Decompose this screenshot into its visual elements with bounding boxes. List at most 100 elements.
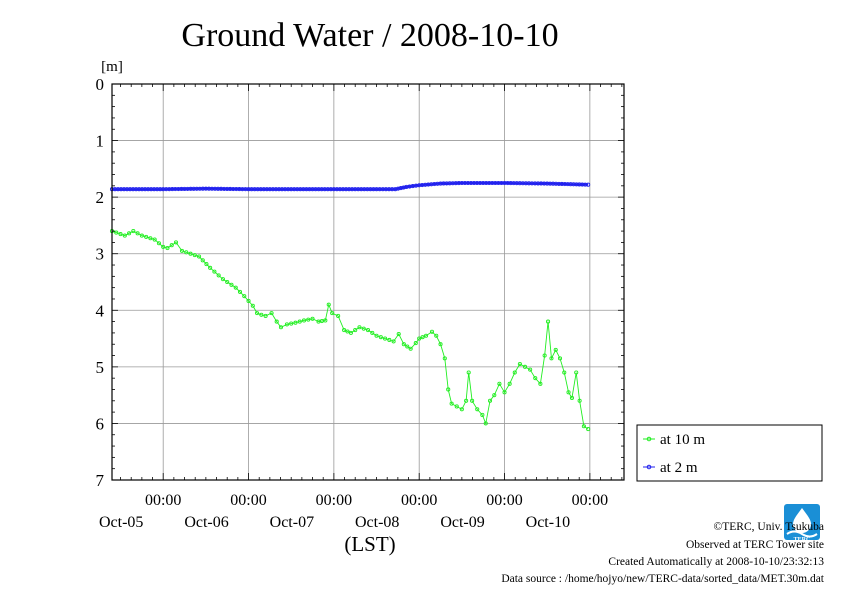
data-point-at10m <box>442 356 447 361</box>
terc-logo-icon: TERC <box>784 504 820 543</box>
data-point-at10m <box>148 236 153 241</box>
data-point-at10m <box>336 313 341 318</box>
data-point-at10m <box>586 427 591 432</box>
data-point-at10m <box>365 328 371 333</box>
data-point-at10m <box>135 231 140 236</box>
data-point-at10m <box>323 318 328 323</box>
legend-label-at-2m: at 2 m <box>660 460 698 476</box>
y-tick-label: 6 <box>96 414 105 433</box>
data-point-at10m <box>310 316 315 321</box>
data-point-at10m <box>289 321 294 326</box>
data-point-at10m <box>118 232 123 237</box>
data-point-at10m <box>417 336 422 341</box>
data-point-at10m <box>542 353 547 358</box>
data-point-at10m <box>131 229 136 234</box>
data-point-at10m <box>156 241 161 246</box>
credit-copyright: ©TERC, Univ. Tsukuba <box>713 521 824 533</box>
data-point-at10m <box>297 319 302 324</box>
x-tick-date-label: Oct-08 <box>355 514 399 531</box>
data-point-at10m <box>466 370 471 375</box>
x-tick-date-label: Oct-06 <box>184 514 228 531</box>
data-point-at10m <box>301 318 307 323</box>
data-point-at10m <box>502 390 507 395</box>
data-point-at10m <box>429 329 435 334</box>
data-point-at10m <box>212 269 217 274</box>
data-point-at10m <box>204 262 209 267</box>
data-point-at10m <box>196 254 202 259</box>
data-point-at10m <box>188 251 193 256</box>
data-point-at10m <box>216 273 221 278</box>
data-point-at10m <box>269 311 274 316</box>
data-point-at10m <box>475 407 480 412</box>
data-point-at10m <box>237 289 243 294</box>
data-point-at10m <box>330 311 335 316</box>
data-point-at10m <box>179 248 185 253</box>
y-tick-label: 4 <box>96 301 105 320</box>
data-point-at10m <box>293 320 298 325</box>
series-layer <box>109 180 591 432</box>
data-point-at10m <box>184 250 189 255</box>
data-point-at10m <box>306 317 311 322</box>
data-point-at10m <box>581 424 586 429</box>
data-point-at10m <box>378 335 383 340</box>
x-axis-label: (LST) <box>344 532 395 556</box>
data-point-at10m <box>553 347 558 352</box>
data-point-at10m <box>192 253 197 258</box>
data-point-at10m <box>522 364 528 369</box>
data-point-at10m <box>454 404 459 409</box>
data-point-at10m <box>383 336 388 341</box>
x-tick-time-label: 00:00 <box>316 492 352 509</box>
data-point-at10m <box>396 331 401 337</box>
data-point-at10m <box>569 395 574 401</box>
legend: at 10 m at 2 m <box>636 424 823 482</box>
y-tick-label: 0 <box>96 75 105 94</box>
data-point-at10m <box>413 341 418 346</box>
data-point-at10m <box>408 346 413 351</box>
data-point-at10m <box>449 401 454 406</box>
data-point-at10m <box>420 335 425 340</box>
data-point-at10m <box>161 244 166 249</box>
data-point-at10m <box>127 231 132 236</box>
data-point-at10m <box>538 381 543 386</box>
data-point-at10m <box>483 421 488 426</box>
data-point-at10m <box>173 240 179 245</box>
data-point-at10m <box>528 367 533 372</box>
data-point-at10m <box>533 376 538 381</box>
data-point-at10m <box>577 398 582 403</box>
axis-layer: 0123456700:00Oct-0500:00Oct-0600:00Oct-0… <box>96 75 624 531</box>
data-point-at10m <box>459 407 464 412</box>
y-axis-unit-label: [m] <box>101 59 123 75</box>
data-point-at10m <box>345 329 350 334</box>
data-point-at10m <box>512 370 517 375</box>
data-point-at10m <box>357 325 362 330</box>
data-point-at10m <box>278 325 284 330</box>
x-tick-time-label: 00:00 <box>145 492 181 509</box>
legend-marker-at-2m <box>646 464 652 470</box>
data-point-at10m <box>263 313 268 318</box>
data-point-at10m <box>480 412 485 417</box>
y-tick-label: 2 <box>96 188 105 207</box>
data-point-at10m <box>165 246 170 251</box>
data-point-at10m <box>464 398 469 403</box>
data-point-at10m <box>250 303 255 308</box>
data-point-at10m <box>326 302 331 307</box>
y-tick-label: 1 <box>96 132 105 151</box>
data-point-at10m <box>200 258 205 263</box>
credit-data-source: Data source : /home/hojyo/new/TERC-data/… <box>501 573 824 585</box>
data-point-at10m <box>169 243 174 248</box>
data-point-at10m <box>562 370 567 375</box>
data-point-at10m <box>348 330 353 335</box>
data-point-at10m <box>566 390 571 395</box>
data-point-at10m <box>434 333 439 338</box>
data-point-at10m <box>229 282 234 287</box>
data-point-at10m <box>233 285 238 290</box>
data-point-at10m <box>225 279 230 285</box>
data-point-at10m <box>152 237 157 242</box>
x-tick-date-label: Oct-10 <box>526 514 570 531</box>
data-point-at10m <box>438 342 443 347</box>
legend-label-at-10m: at 10 m <box>660 432 705 448</box>
data-point-at10m <box>284 322 289 327</box>
y-tick-label: 7 <box>96 471 105 490</box>
data-point-at10m <box>114 230 119 235</box>
